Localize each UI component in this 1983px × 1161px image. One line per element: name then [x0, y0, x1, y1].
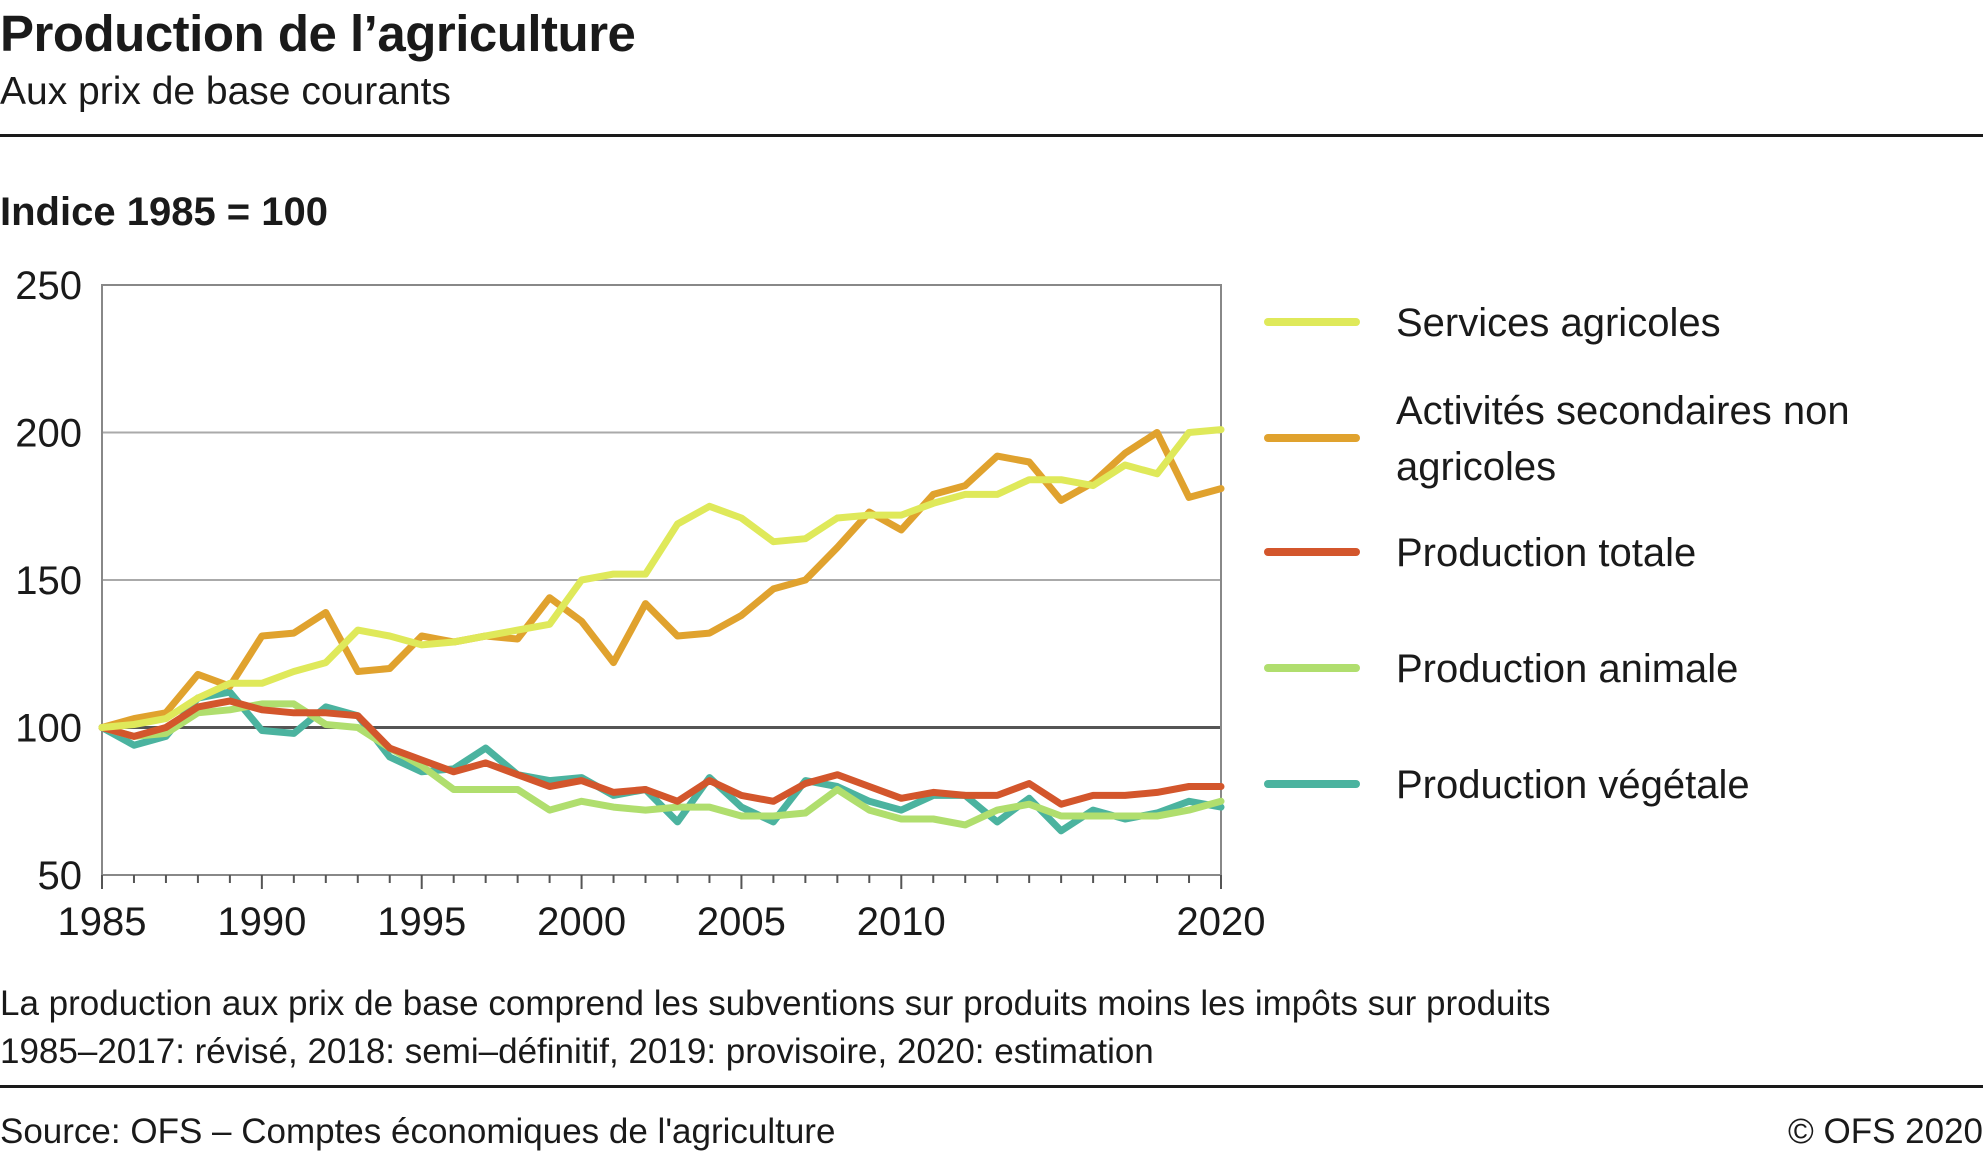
axes: 50 100 150 200 250 1985 1990 1995 2000 2005 2010 20… [15, 264, 1265, 944]
top-divider [0, 134, 1983, 137]
legend-label-1: Activités secondaires non agricoles [1396, 389, 1850, 489]
y-tick-label-250: 250 [15, 264, 82, 308]
x-tick-label-1995: 1995 [377, 900, 466, 944]
legend: Services agricoles Activités secondaires … [1264, 301, 1850, 807]
copyright-text: © OFS 2020 [1787, 1112, 1983, 1151]
x-tick-label-1990: 1990 [217, 900, 306, 944]
x-tick-label-2000: 2000 [537, 900, 626, 944]
legend-label-4: Production végétale [1396, 763, 1750, 807]
source-text: Source: OFS – Comptes économiques de l'a… [0, 1112, 836, 1151]
series-lines [98, 426, 1225, 835]
grid-lines [102, 431, 1221, 729]
legend-label-0: Services agricoles [1396, 301, 1721, 345]
legend-label-2: Production totale [1396, 531, 1696, 575]
series-line-3 [98, 700, 1225, 829]
bottom-divider [0, 1085, 1983, 1088]
chart-title: Production de l’agriculture [0, 5, 636, 62]
series-line-0 [98, 426, 1225, 731]
x-tick-label-2020: 2020 [1177, 900, 1266, 944]
legend-label-3: Production animale [1396, 647, 1738, 691]
line-chart: 50 100 150 200 250 1985 1990 1995 2000 2005 2010 20… [15, 264, 1850, 944]
x-tick-label-2010: 2010 [857, 900, 946, 944]
plot-frame [101, 284, 1222, 876]
series-line-2 [98, 697, 1225, 808]
chart-subtitle: Aux prix de base courants [0, 70, 451, 113]
footnote-1: La production aux prix de base comprend … [0, 984, 1551, 1023]
footnote-2: 1985–2017: révisé, 2018: semi–définitif,… [0, 1032, 1154, 1071]
unit-label: Indice 1985 = 100 [0, 190, 329, 234]
series-line-1 [98, 429, 1225, 731]
y-tick-label-150: 150 [15, 559, 82, 603]
y-tick-label-200: 200 [15, 412, 82, 456]
y-tick-label-50: 50 [38, 854, 83, 898]
x-tick-label-2005: 2005 [697, 900, 786, 944]
x-tick-label-1985: 1985 [58, 900, 147, 944]
y-tick-label-100: 100 [15, 707, 82, 751]
